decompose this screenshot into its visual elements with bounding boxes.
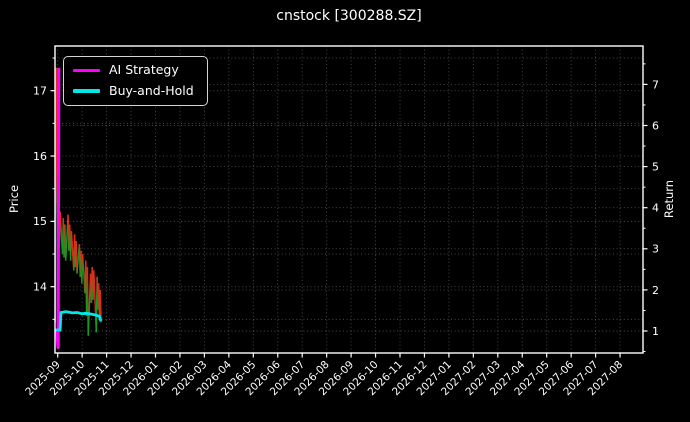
svg-text:1: 1 <box>652 325 659 338</box>
svg-text:15: 15 <box>33 215 47 228</box>
svg-text:7: 7 <box>652 78 659 91</box>
legend-label-ai-strategy: AI Strategy <box>109 62 179 77</box>
svg-text:17: 17 <box>33 85 47 98</box>
svg-text:2: 2 <box>652 284 659 297</box>
legend: AI Strategy Buy-and-Hold <box>63 56 208 106</box>
legend-entry-ai-strategy: AI Strategy <box>73 62 194 77</box>
legend-label-buy-and-hold: Buy-and-Hold <box>109 82 194 98</box>
chart-title: cnstock [300288.SZ] <box>276 8 422 24</box>
svg-text:14: 14 <box>33 281 47 294</box>
buy-and-hold-line-swatch <box>73 89 100 93</box>
svg-text:3: 3 <box>652 243 659 256</box>
svg-text:6: 6 <box>652 119 659 132</box>
legend-entry-buy-and-hold: Buy-and-Hold <box>73 82 194 98</box>
svg-text:5: 5 <box>652 160 659 173</box>
svg-text:16: 16 <box>33 150 47 163</box>
ai-strategy-line-swatch <box>73 68 100 72</box>
svg-text:4: 4 <box>652 202 659 215</box>
